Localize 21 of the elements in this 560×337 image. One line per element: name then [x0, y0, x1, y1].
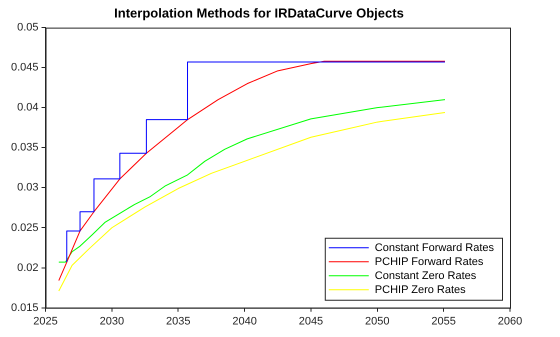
legend-label: Constant Forward Rates: [374, 242, 494, 254]
y-tick-label: 0.02: [17, 262, 39, 274]
legend-label: PCHIP Forward Rates: [374, 256, 484, 268]
y-tick-label: 0.045: [10, 62, 39, 74]
legend-label: Constant Zero Rates: [374, 270, 477, 282]
x-tick-label: 2050: [365, 315, 390, 328]
y-tick-label: 0.025: [10, 222, 39, 234]
x-tick-label: 2055: [431, 315, 456, 328]
y-tick-label: 0.05: [17, 22, 39, 34]
x-tick-label: 2045: [298, 315, 324, 328]
chart-title: Interpolation Methods for IRDataCurve Objects: [114, 5, 404, 20]
x-tick-label: 2025: [33, 315, 58, 328]
x-tick-label: 2040: [232, 315, 257, 328]
x-tick-label: 2060: [498, 315, 522, 328]
y-tick-label: 0.015: [10, 302, 39, 314]
x-tick-label: 2035: [166, 315, 190, 328]
x-tick-label: 2030: [100, 315, 124, 328]
y-tick-label: 0.04: [17, 102, 39, 114]
y-tick-label: 0.035: [10, 142, 39, 154]
legend-label: PCHIP Zero Rates: [374, 284, 466, 296]
y-tick-label: 0.03: [17, 182, 39, 194]
